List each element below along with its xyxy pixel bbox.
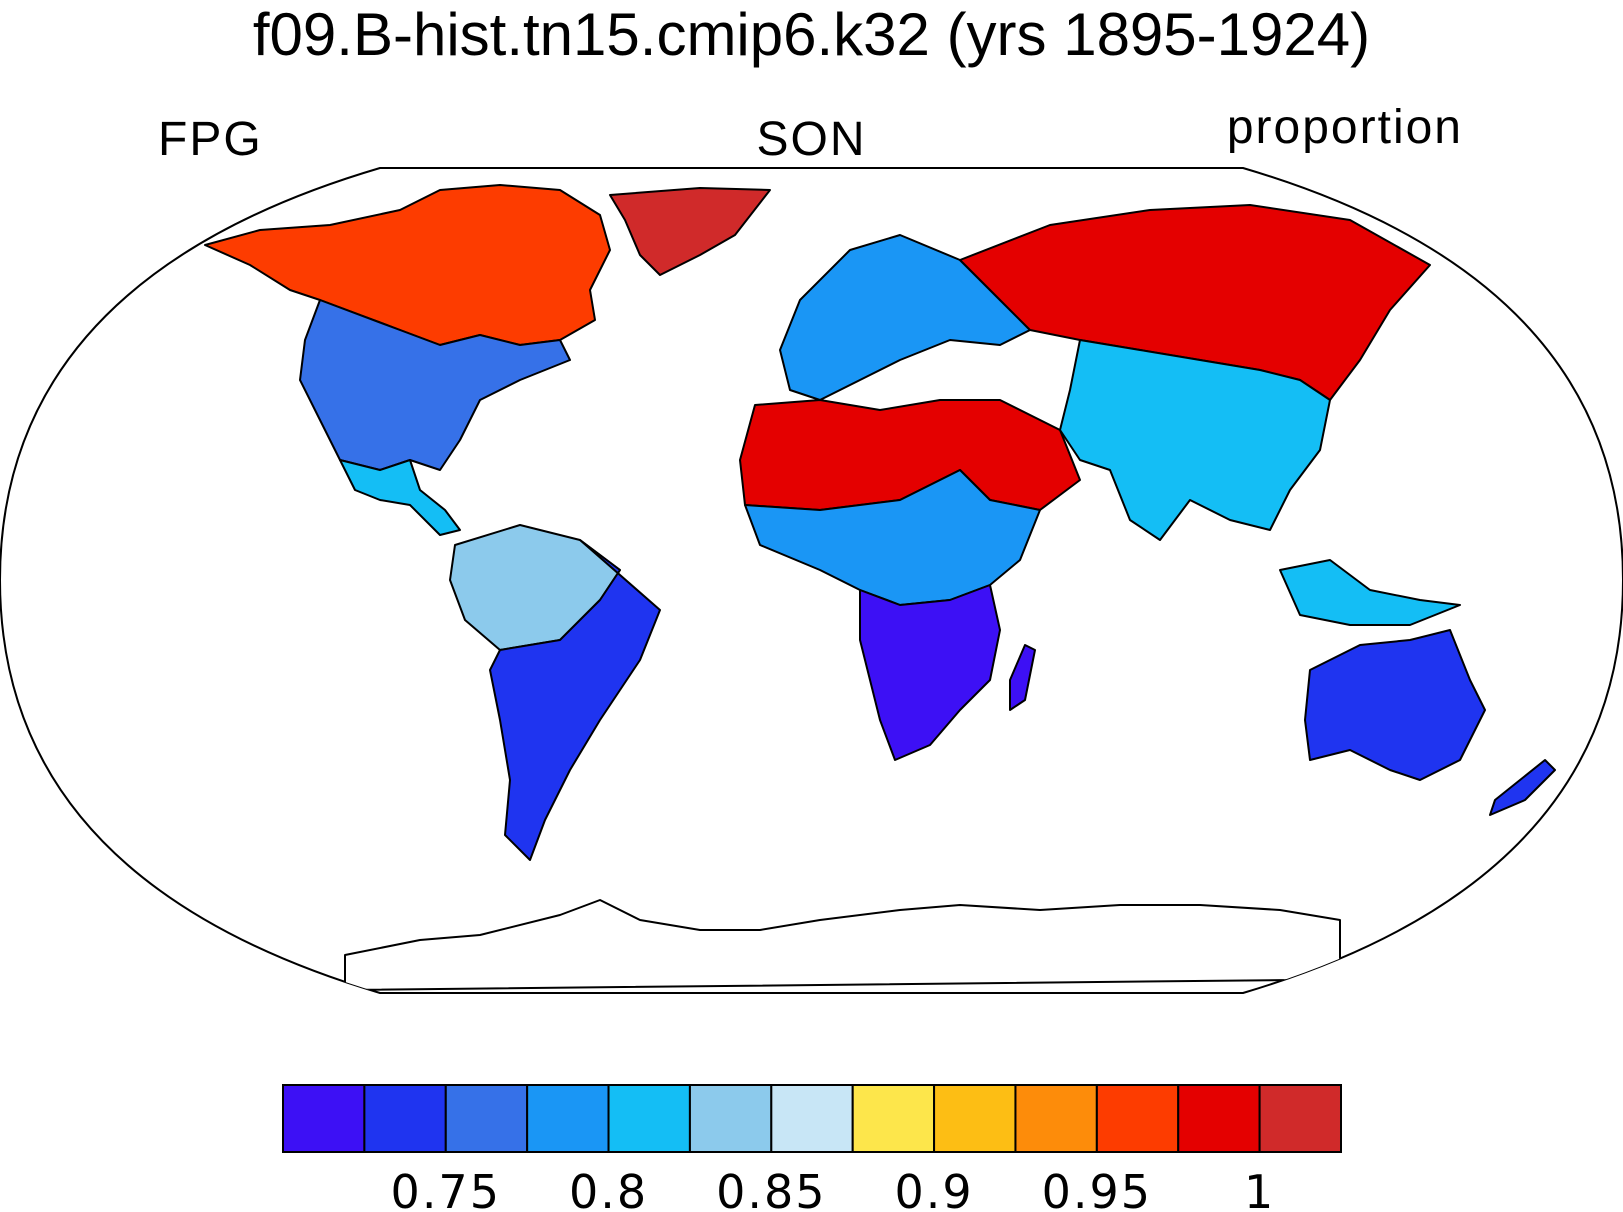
region-greenland bbox=[609, 187, 771, 276]
region-sahel bbox=[744, 469, 1041, 606]
colorbar-bin bbox=[1177, 1084, 1261, 1153]
colorbar-bin bbox=[1014, 1084, 1098, 1153]
colorbar-bin bbox=[363, 1084, 447, 1153]
colorbar-tick-label: 0.9 bbox=[894, 1165, 973, 1212]
region-usa bbox=[299, 299, 571, 471]
colorbar-tick-label: 0.75 bbox=[391, 1165, 501, 1212]
region-madagascar bbox=[1009, 644, 1036, 711]
region-south-america bbox=[489, 539, 661, 861]
colorbar-bin bbox=[770, 1084, 854, 1153]
colorbar-tick-label: 0.85 bbox=[716, 1165, 826, 1212]
colorbar-bin bbox=[688, 1084, 773, 1153]
colorbar-bin bbox=[851, 1084, 936, 1153]
colorbar-bin bbox=[444, 1084, 529, 1153]
variable-label: FPG bbox=[158, 113, 263, 166]
region-southern-africa bbox=[859, 584, 1001, 761]
colorbar-bin bbox=[1258, 1084, 1342, 1153]
colorbar-bin bbox=[282, 1084, 366, 1153]
colorbar-tick-label: 1 bbox=[1244, 1165, 1275, 1212]
season-label: SON bbox=[756, 113, 867, 166]
region-central-america bbox=[339, 459, 461, 536]
region-india-se-asia bbox=[1059, 339, 1331, 541]
colorbar-tick-label: 0.95 bbox=[1042, 1165, 1152, 1212]
region-antarctica bbox=[344, 899, 1341, 991]
region-australia bbox=[1304, 629, 1486, 781]
region-new-zealand bbox=[1489, 759, 1556, 816]
colorbar-bin bbox=[1095, 1084, 1180, 1153]
colorbar-bin bbox=[933, 1084, 1017, 1153]
colorbar-bin bbox=[607, 1084, 691, 1153]
region-indonesia bbox=[1279, 559, 1461, 626]
colorbar-tick-label: 0.8 bbox=[569, 1165, 648, 1212]
chart-title: f09.B-hist.tn15.cmip6.k32 (yrs 1895-1924… bbox=[252, 1, 1371, 68]
region-europe bbox=[779, 234, 1031, 401]
units-label: proportion bbox=[1226, 101, 1463, 154]
colorbar-bin bbox=[526, 1084, 610, 1153]
